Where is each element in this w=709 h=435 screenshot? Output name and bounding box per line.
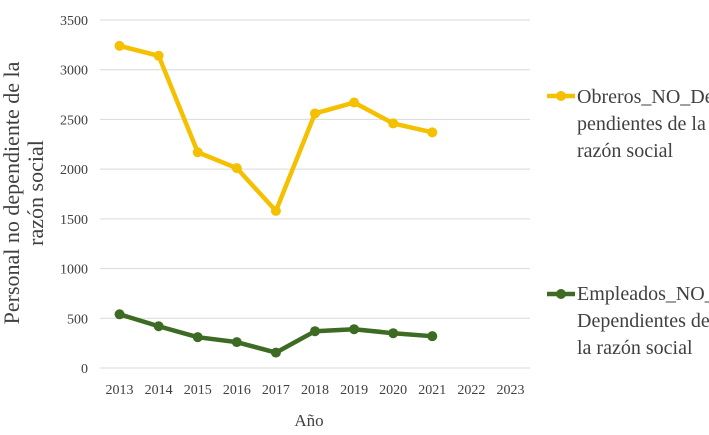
- x-tick-label: 2021: [418, 383, 446, 398]
- x-tick-label: 2022: [457, 383, 485, 398]
- x-axis-label: Año: [294, 411, 323, 430]
- x-tick-label: 2015: [184, 383, 212, 398]
- legend-line: Empleados_NO_: [577, 283, 709, 305]
- data-point: [427, 127, 438, 138]
- series-lines: [114, 40, 438, 358]
- y-axis-label-line-2: razón social: [23, 140, 48, 246]
- x-tick-label: 2013: [106, 383, 134, 398]
- data-point: [349, 324, 360, 335]
- series-obreros: [114, 40, 438, 216]
- data-point: [192, 147, 203, 158]
- legend-markers: [547, 91, 575, 299]
- y-tick-label: 0: [81, 362, 88, 377]
- data-point: [270, 205, 281, 216]
- data-point: [270, 347, 281, 358]
- legend-dot-marker: [556, 91, 566, 101]
- x-tick-label: 2019: [340, 383, 368, 398]
- data-point: [388, 328, 399, 339]
- y-axis-label-line-1: Personal no dependiente de la: [0, 61, 24, 324]
- data-point: [388, 118, 399, 129]
- x-tick-label: 2014: [145, 383, 173, 398]
- data-point: [310, 326, 320, 337]
- data-point: [310, 108, 320, 119]
- legend-label-obreros: Obreros_NO_De pendientes de la razón soc…: [577, 84, 709, 165]
- legend-line: Dependientes de: [577, 310, 709, 332]
- y-tick-label: 3000: [60, 64, 88, 79]
- series-line: [117, 312, 435, 355]
- data-point: [114, 309, 125, 320]
- x-tick-label: 2016: [223, 383, 251, 398]
- legend-line: pendientes de la: [577, 113, 706, 135]
- data-point: [153, 321, 164, 332]
- data-point: [231, 163, 242, 174]
- x-tick-label: 2023: [496, 383, 524, 398]
- y-tick-label: 1500: [60, 213, 88, 228]
- data-point: [231, 337, 242, 348]
- data-point: [192, 332, 203, 343]
- series-line: [117, 43, 435, 214]
- legend-line: Obreros_NO_De: [577, 86, 709, 108]
- data-point: [114, 40, 125, 51]
- x-tick-label: 2020: [379, 383, 407, 398]
- y-tick-label: 500: [67, 312, 88, 327]
- data-point: [427, 331, 438, 342]
- y-tick-label: 1000: [60, 263, 88, 278]
- legend-label-empleados: Empleados_NO_ Dependientes de la razón s…: [577, 281, 709, 362]
- legend-dot-marker: [556, 289, 566, 299]
- x-axis-tick-labels: 2013 2014 2015 2016 2017 2018 2019 2020 2021 2022…: [106, 383, 525, 398]
- data-point: [153, 50, 164, 61]
- series-empleados: [114, 309, 438, 358]
- y-tick-label: 3500: [60, 14, 88, 29]
- y-axis-label: Personal no dependiente de larazón socia…: [0, 61, 48, 324]
- x-tick-label: 2018: [301, 383, 329, 398]
- y-axis-tick-labels: 0 500 1000 1500 2000 2500 3000 3500: [60, 14, 88, 377]
- y-tick-label: 2000: [60, 163, 88, 178]
- data-point: [349, 97, 360, 108]
- y-tick-label: 2500: [60, 113, 88, 128]
- x-tick-label: 2017: [262, 383, 290, 398]
- legend-line: razón social: [577, 140, 674, 162]
- legend-line: la razón social: [577, 337, 693, 359]
